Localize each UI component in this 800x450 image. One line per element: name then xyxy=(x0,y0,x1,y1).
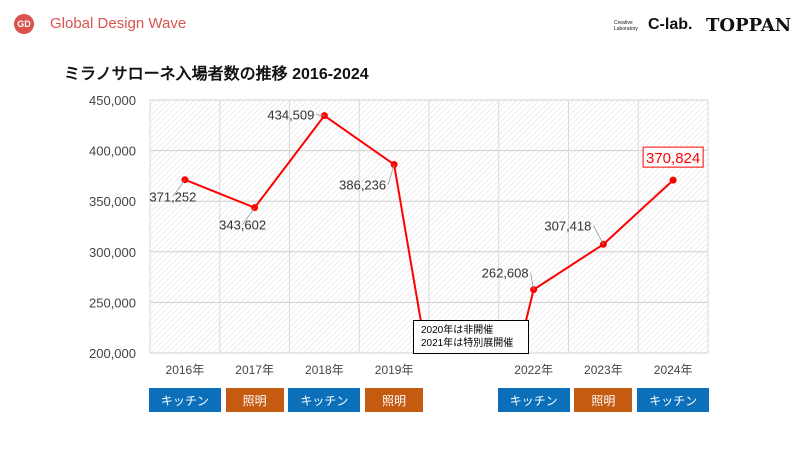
data-label: 371,252 xyxy=(149,190,196,205)
x-tick-label: 2019年 xyxy=(375,363,414,377)
theme-badge-kitchen: キッチン xyxy=(288,388,361,412)
highlight-label-box xyxy=(642,146,704,168)
clab-line-1: Creative xyxy=(614,20,633,26)
y-tick-label: 400,000 xyxy=(89,144,136,159)
y-tick-label: 300,000 xyxy=(89,245,136,260)
y-tick-label: 200,000 xyxy=(89,346,136,361)
brand-name: Global Design Wave xyxy=(50,15,187,32)
data-label: 434,509 xyxy=(267,108,314,123)
data-label: 386,236 xyxy=(339,178,386,193)
y-tick-label: 250,000 xyxy=(89,295,136,310)
theme-badge-kitchen: キッチン xyxy=(497,388,570,412)
x-tick-label: 2023年 xyxy=(584,363,623,377)
leader-line xyxy=(242,207,255,225)
data-label: 262,608 xyxy=(482,266,529,281)
annotation-box: 2020年は非開催 2021年は特別展開催 xyxy=(413,320,529,354)
x-tick-label: 2018年 xyxy=(305,363,344,377)
clab-logo: C-lab. xyxy=(648,16,693,33)
data-label: 343,602 xyxy=(219,218,266,233)
theme-badge-lighting: 照明 xyxy=(225,388,284,412)
y-tick-label: 350,000 xyxy=(89,194,136,209)
theme-badge-kitchen: キッチン xyxy=(637,388,710,412)
gdw-logo: GD xyxy=(14,14,34,34)
x-tick-label: 2024年 xyxy=(654,363,693,377)
leader-line xyxy=(530,272,535,290)
toppan-logo: TOPPAN xyxy=(706,15,792,36)
data-label: 370,824 xyxy=(646,150,700,167)
clab-line-2: Laboratory xyxy=(614,26,638,32)
theme-badge-lighting: 照明 xyxy=(365,388,424,412)
theme-badge-kitchen: キッチン xyxy=(148,388,221,412)
annotation-line-1: 2020年は非開催 xyxy=(421,325,494,336)
x-tick-label: 2017年 xyxy=(235,363,274,377)
leader-line xyxy=(316,114,325,117)
data-point xyxy=(669,176,677,184)
leader-line xyxy=(387,164,395,185)
chart-title: ミラノサローネ入場者数の推移 2016-2024 xyxy=(64,66,369,83)
y-tick-label: 450,000 xyxy=(89,93,136,108)
x-tick-label: 2016年 xyxy=(166,363,205,377)
theme-badge-lighting: 照明 xyxy=(574,388,633,412)
annotation-line-2: 2021年は特別展開催 xyxy=(421,338,514,349)
data-label: 307,418 xyxy=(544,218,591,233)
leader-line xyxy=(593,225,604,245)
clab-subtitle: Creative Laboratory xyxy=(614,20,638,32)
leader-line xyxy=(172,179,186,197)
x-tick-label: 2022年 xyxy=(514,363,553,377)
